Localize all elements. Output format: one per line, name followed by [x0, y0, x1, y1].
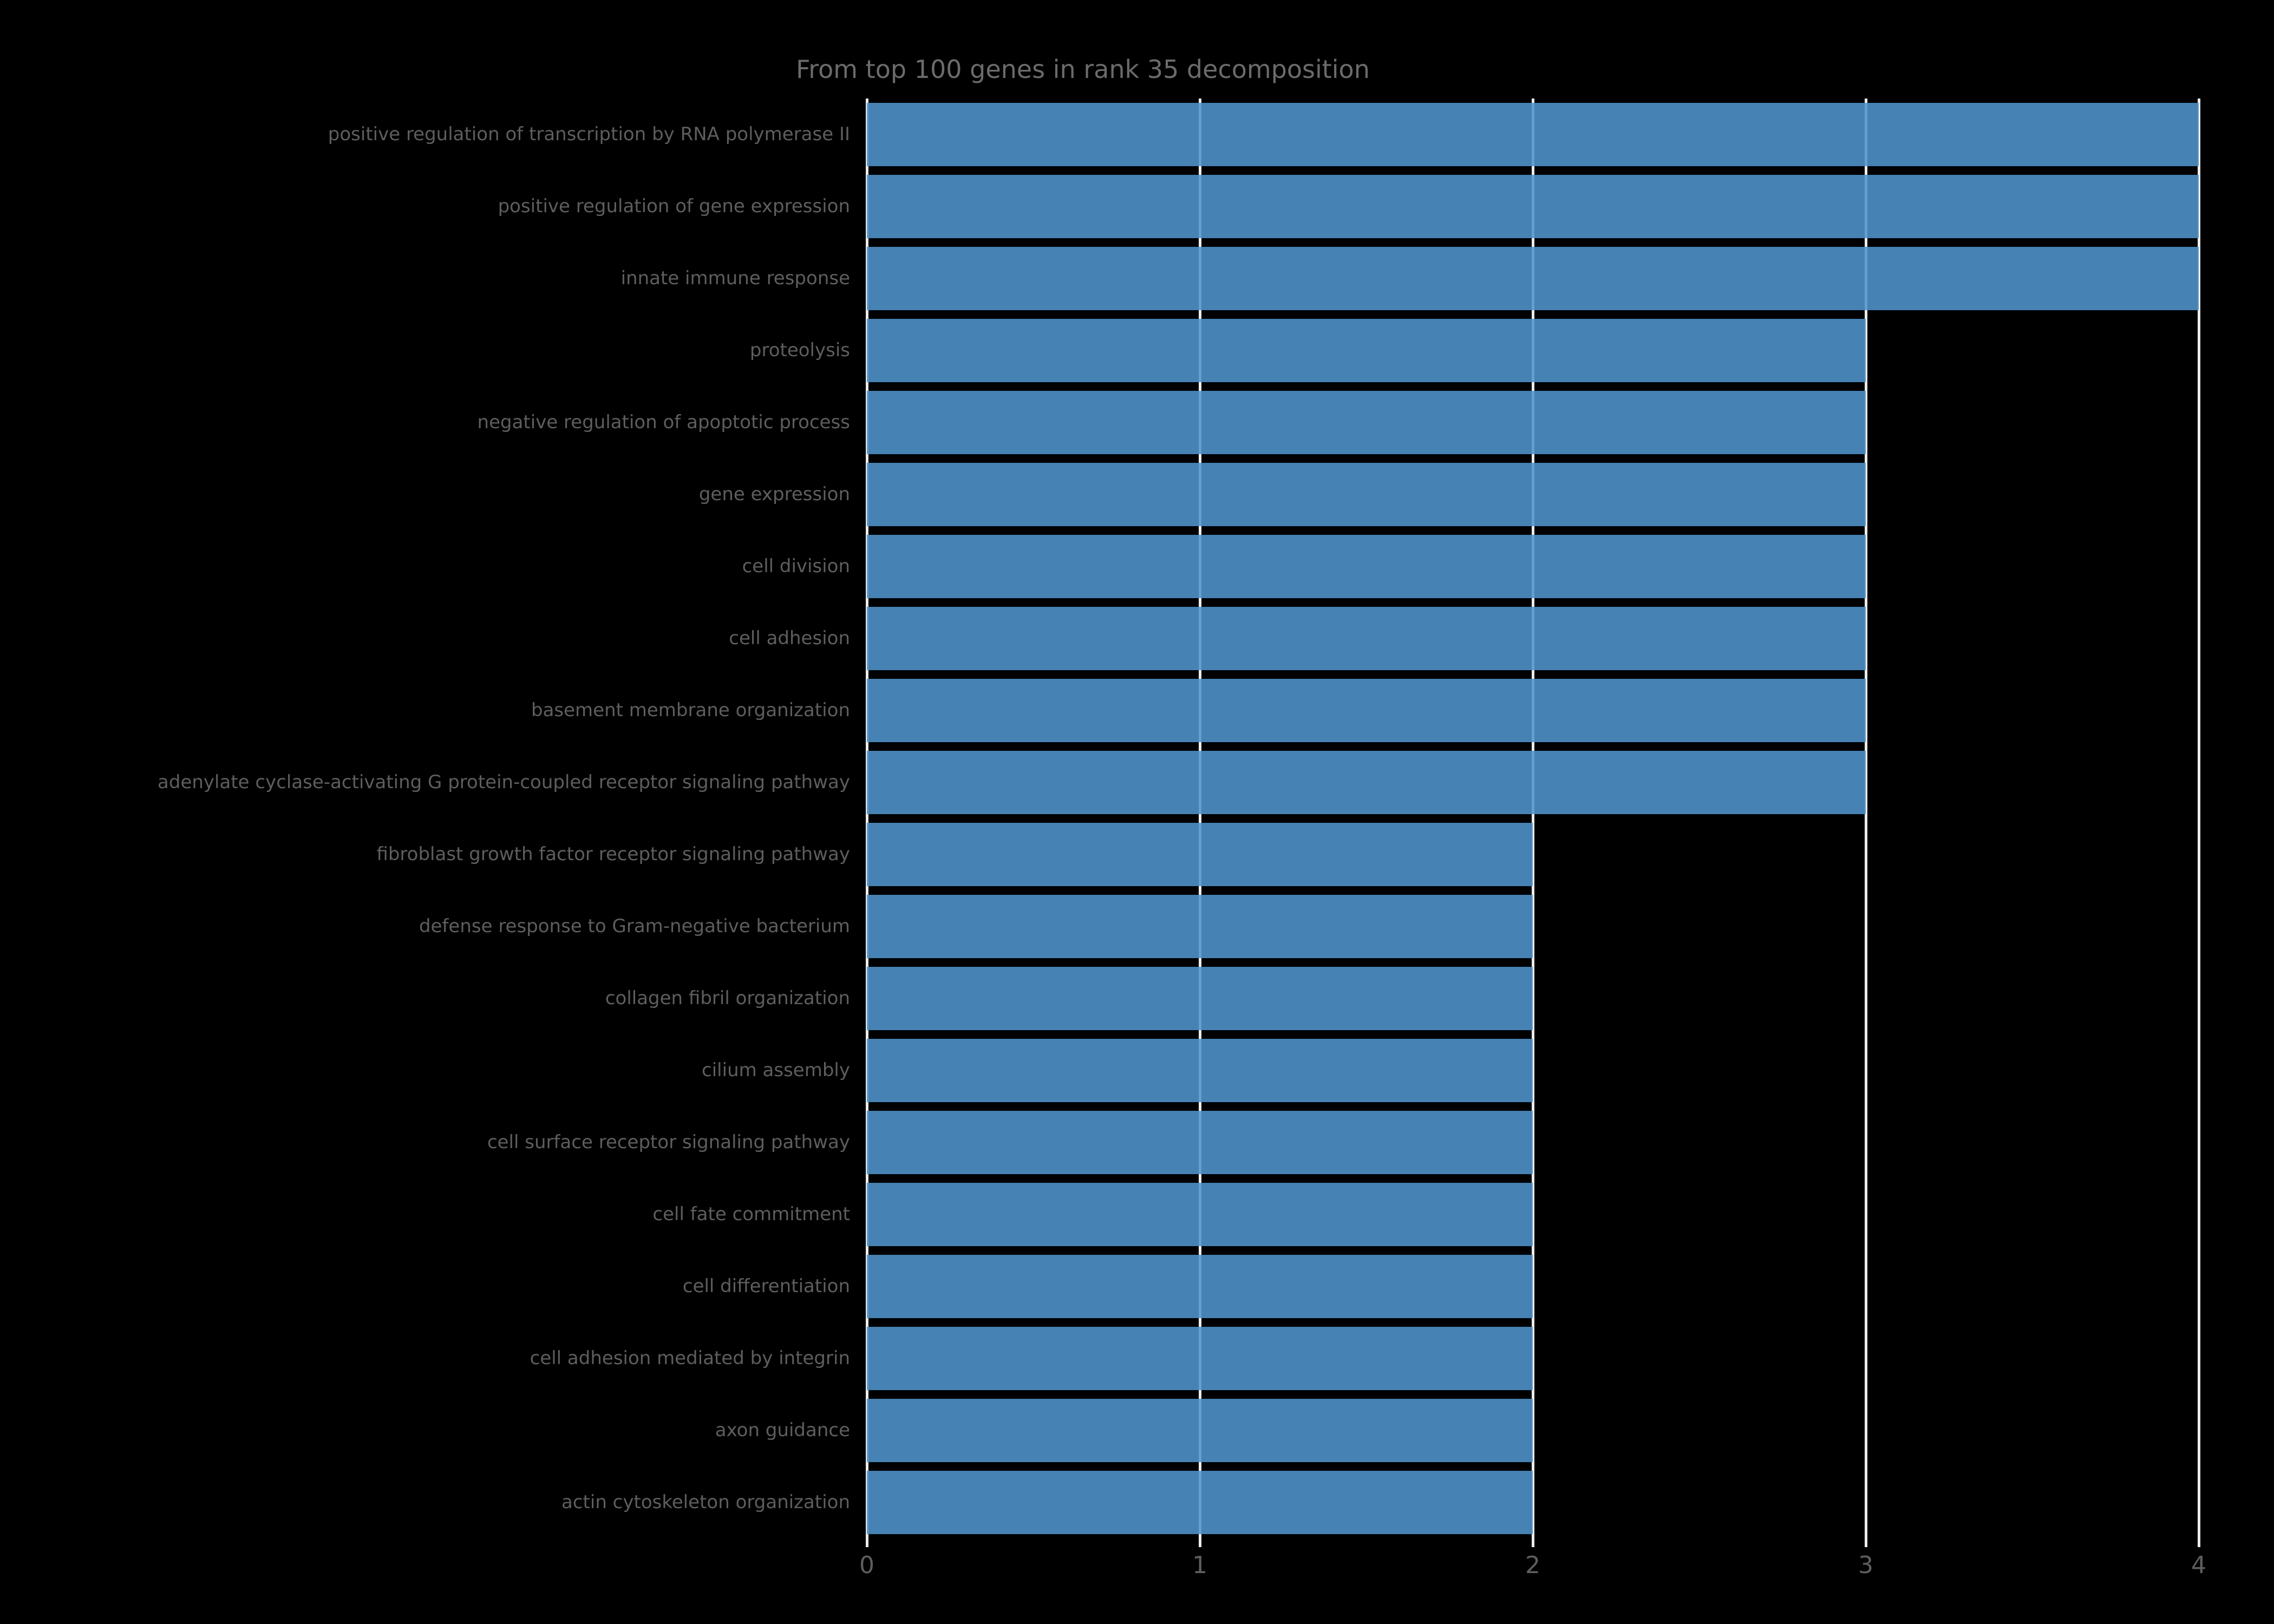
bar — [867, 319, 1866, 382]
category-label: collagen fibril organization — [605, 987, 850, 1009]
bar — [867, 1327, 1533, 1390]
category-label: positive regulation of gene expression — [498, 195, 850, 217]
gridline — [1532, 99, 1534, 1538]
x-tick-mark — [1865, 1538, 1867, 1547]
bar — [867, 1471, 1533, 1534]
category-label: positive regulation of transcription by … — [328, 123, 850, 145]
x-tick-label: 4 — [2191, 1551, 2206, 1579]
category-label: cell fate commitment — [652, 1203, 850, 1225]
x-tick-label: 3 — [1858, 1551, 1873, 1579]
category-label: cell adhesion — [729, 627, 850, 649]
x-tick-mark — [1199, 1538, 1201, 1547]
x-tick-label: 0 — [859, 1551, 874, 1579]
bar — [867, 247, 2199, 310]
bar — [867, 679, 1866, 742]
category-label: actin cytoskeleton organization — [561, 1491, 850, 1513]
bar — [867, 463, 1866, 526]
gridline — [2198, 99, 2200, 1538]
category-label: innate immune response — [620, 267, 850, 289]
bar — [867, 1111, 1533, 1174]
category-label: cell differentiation — [682, 1275, 850, 1297]
category-label: cell adhesion mediated by integrin — [530, 1347, 850, 1369]
bar — [867, 607, 1866, 670]
plot-area — [866, 99, 2200, 1547]
gridline — [866, 99, 868, 1538]
category-label: cell surface receptor signaling pathway — [487, 1131, 850, 1153]
y-axis-labels: positive regulation of transcription by … — [0, 99, 850, 1538]
x-tick-label: 1 — [1192, 1551, 1207, 1579]
bar — [867, 1039, 1533, 1102]
gridline — [1865, 99, 1867, 1538]
gridline — [1199, 99, 1201, 1538]
bar — [867, 967, 1533, 1030]
bar — [867, 535, 1866, 598]
category-label: basement membrane organization — [531, 699, 850, 721]
category-label: cell division — [742, 555, 850, 577]
bar — [867, 1183, 1533, 1246]
x-tick-label: 2 — [1525, 1551, 1540, 1579]
x-tick-mark — [1532, 1538, 1534, 1547]
category-label: defense response to Gram-negative bacter… — [419, 915, 850, 937]
category-label: negative regulation of apoptotic process — [477, 411, 850, 433]
bar — [867, 823, 1533, 886]
bar — [867, 175, 2199, 238]
category-label: proteolysis — [749, 339, 850, 361]
category-label: gene expression — [698, 483, 850, 505]
bar — [867, 391, 1866, 454]
bar — [867, 1399, 1533, 1462]
bar — [867, 751, 1866, 814]
bar — [867, 895, 1533, 958]
x-tick-mark — [866, 1538, 868, 1547]
category-label: cilium assembly — [702, 1059, 850, 1081]
bar — [867, 103, 2199, 166]
bar — [867, 1255, 1533, 1318]
category-label: fibroblast growth factor receptor signal… — [376, 843, 850, 865]
x-tick-mark — [2198, 1538, 2200, 1547]
category-label: adenylate cyclase-activating G protein-c… — [158, 771, 850, 793]
category-label: axon guidance — [715, 1419, 850, 1441]
chart-title: From top 100 genes in rank 35 decomposit… — [796, 55, 1370, 84]
